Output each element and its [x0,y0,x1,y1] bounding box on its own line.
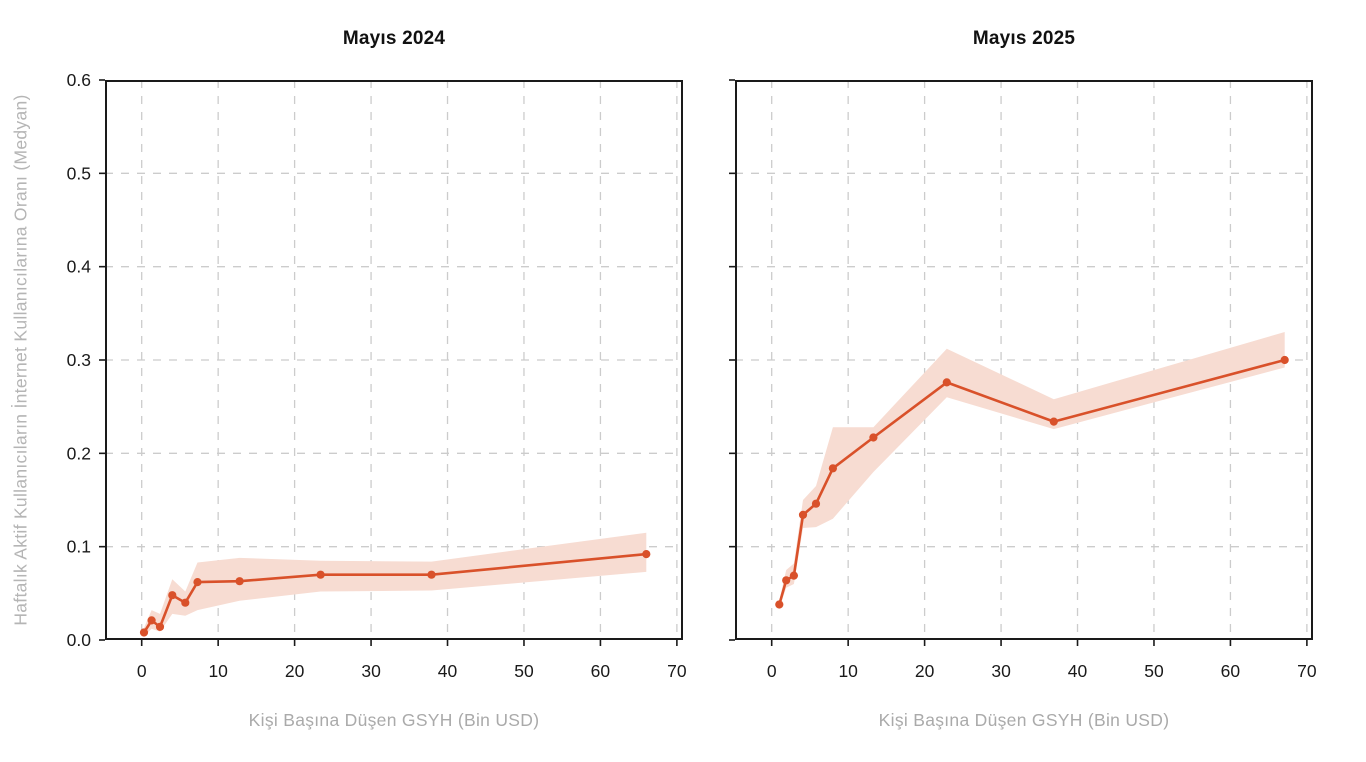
svg-text:70: 70 [1297,661,1317,681]
plot-border [105,80,683,640]
svg-text:0.6: 0.6 [67,70,91,90]
data-markers [139,550,651,637]
svg-text:50: 50 [514,661,534,681]
data-markers [775,355,1289,609]
svg-text:40: 40 [1068,661,1088,681]
svg-text:20: 20 [915,661,935,681]
svg-text:30: 30 [991,661,1011,681]
plot-border [735,80,1313,640]
x-tick-labels: 0 10 20 30 40 50 60 70 [767,661,1317,681]
svg-text:0: 0 [767,661,777,681]
panel-may-2025: Mayıs 2025 0 10 20 30 40 50 60 70 Kişi Başına D… [729,28,1317,730]
gridlines [735,80,1313,640]
confidence-band [779,332,1285,609]
svg-text:60: 60 [591,661,611,681]
x-axis-label-right: Kişi Başına Düşen GSYH (Bin USD) [878,710,1170,730]
tick-marks [99,79,678,646]
median-line [142,552,648,634]
panel-title-may-2024: Mayıs 2024 [342,28,446,49]
svg-text:0: 0 [137,661,147,681]
svg-text:60: 60 [1221,661,1241,681]
panel-title-may-2025: Mayıs 2025 [972,28,1076,49]
y-axis-label: Haftalık Aktif Kullanıcıların İnternet K… [10,94,31,626]
x-axis-label-left: Kişi Başına Düşen GSYH (Bin USD) [248,710,540,730]
plot-may-2024: 0 10 20 30 40 50 60 70 0.0 0.1 0.2 0.3 0.4 0.5 0.6 [67,70,687,681]
svg-text:0.3: 0.3 [67,350,91,370]
svg-text:0.2: 0.2 [67,443,91,463]
svg-text:70: 70 [667,661,687,681]
svg-text:0.4: 0.4 [67,257,92,277]
svg-text:40: 40 [438,661,458,681]
median-line [777,358,1287,606]
svg-text:0.1: 0.1 [67,537,91,557]
svg-text:0.0: 0.0 [67,630,92,650]
svg-text:30: 30 [361,661,381,681]
svg-text:50: 50 [1144,661,1164,681]
svg-text:20: 20 [285,661,305,681]
svg-text:0.5: 0.5 [67,163,91,183]
panel-may-2024: Mayıs 2024 0 10 20 30 40 50 60 70 0.0 0.1 0.2 0.3 0.… [67,28,687,730]
tick-marks [729,79,1308,646]
svg-text:10: 10 [838,661,858,681]
svg-text:10: 10 [208,661,228,681]
y-tick-labels: 0.0 0.1 0.2 0.3 0.4 0.5 0.6 [67,70,92,650]
confidence-band [144,532,647,637]
plot-may-2025: 0 10 20 30 40 50 60 70 [729,79,1317,681]
x-tick-labels: 0 10 20 30 40 50 60 70 [137,661,687,681]
